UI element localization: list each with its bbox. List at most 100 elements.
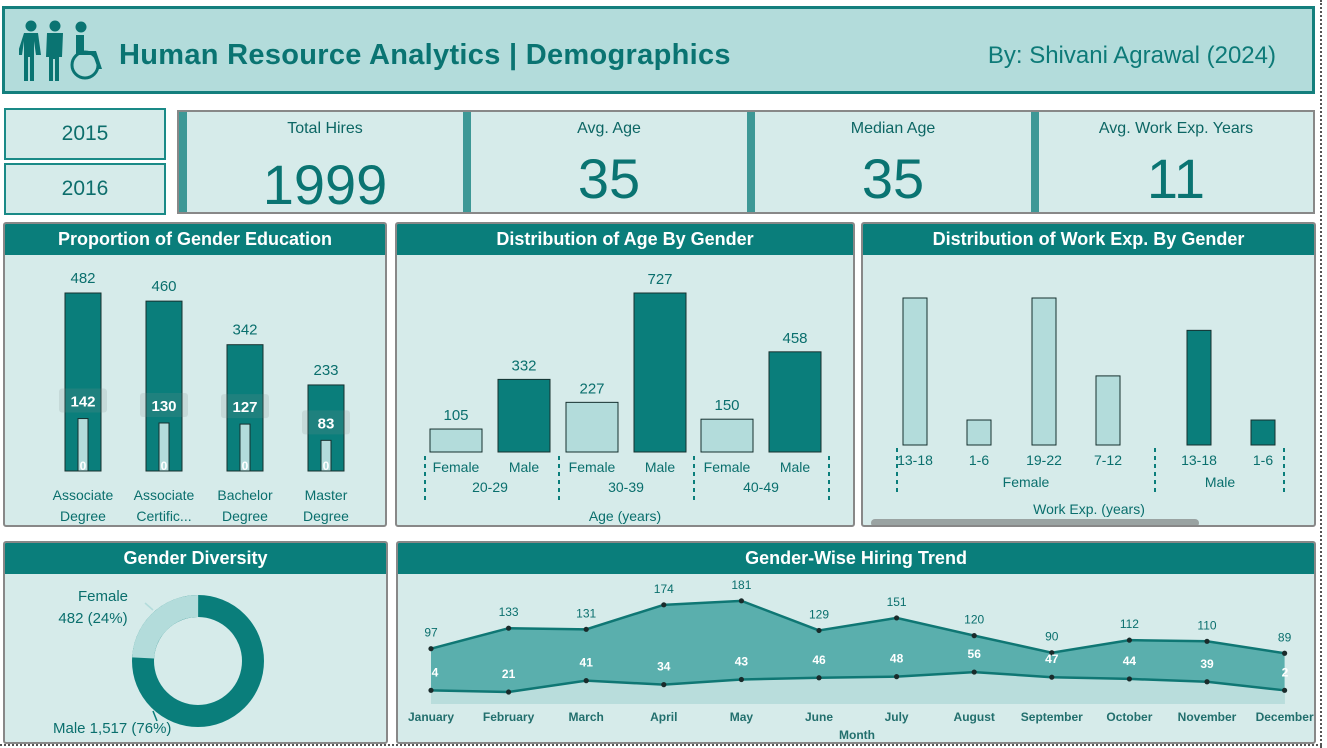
bar-male bbox=[497, 378, 551, 453]
bar-female bbox=[700, 418, 754, 453]
month-tick-label: June bbox=[805, 710, 833, 724]
hiring-trend-chart: 97 4 January 133 21 February 131 41 March 174 34 Ap… bbox=[408, 578, 1314, 742]
data-label: 21 bbox=[502, 667, 516, 681]
kpi-label: Median Age bbox=[850, 120, 936, 137]
chart-title: Distribution of Work Exp. By Gender bbox=[863, 224, 1314, 255]
point-series-1 bbox=[506, 625, 512, 631]
month-tick-label: December bbox=[1256, 710, 1314, 724]
header-banner: Human Resource Analytics | Demographics … bbox=[2, 6, 1315, 94]
point-series-2 bbox=[1282, 687, 1288, 693]
data-label: 127 bbox=[232, 399, 257, 416]
panel-gender-diversity: Gender Diversity Female 482 (24%) Male 1,5… bbox=[3, 541, 388, 744]
horizontal-scrollbar[interactable] bbox=[871, 519, 1199, 525]
leader-line bbox=[144, 602, 154, 611]
line-series-2 bbox=[430, 670, 1285, 694]
kpi-avg-age: Avg. Age 35 bbox=[463, 112, 747, 212]
month-tick-label: February bbox=[483, 710, 535, 724]
data-label: 227 bbox=[579, 380, 604, 397]
label-backdrop bbox=[140, 392, 188, 417]
age-chart: 105Female332Male20-29227Female727Male30-… bbox=[424, 271, 830, 524]
panel-age-distribution: Distribution of Age By Gender 105 Female 3… bbox=[395, 222, 855, 527]
point-series-2 bbox=[1049, 674, 1055, 680]
frame-bottom-edge bbox=[0, 744, 1322, 746]
bar-female bbox=[966, 419, 992, 446]
data-label: 97 bbox=[424, 626, 438, 640]
data-label: 151 bbox=[887, 595, 907, 609]
month-tick-label: November bbox=[1178, 710, 1237, 724]
exp-tick-label: 13-18 bbox=[1181, 452, 1217, 468]
x-axis-title: Work Exp. (years) bbox=[1033, 501, 1145, 517]
label-backdrop bbox=[221, 394, 269, 419]
data-label: 0 bbox=[80, 459, 87, 473]
month-tick-label: October bbox=[1106, 710, 1152, 724]
point-series-1 bbox=[1282, 650, 1288, 656]
data-label: 130 bbox=[151, 398, 176, 415]
bar-male bbox=[633, 292, 687, 453]
year-slicer-2015[interactable]: 2015 bbox=[4, 108, 166, 160]
slice-name-label: Female bbox=[78, 588, 128, 605]
data-label: 458 bbox=[782, 330, 807, 347]
data-label: 41 bbox=[580, 656, 594, 670]
month-tick-label: April bbox=[650, 710, 677, 724]
kpi-total-hires: Total Hires 1999 bbox=[179, 112, 463, 216]
panel-workexp-distribution: Distribution of Work Exp. By Gender 13-1… bbox=[861, 222, 1316, 527]
bar-segment bbox=[320, 439, 332, 472]
bar-male bbox=[1250, 419, 1276, 446]
month-tick-label: May bbox=[730, 710, 754, 724]
bar-segment bbox=[239, 423, 251, 472]
data-label: 46 bbox=[812, 653, 826, 667]
gender-donut-chart: Female 482 (24%) Male 1,517 (76%) bbox=[53, 588, 264, 737]
point-series-2 bbox=[428, 687, 434, 693]
year-slicer-2016[interactable]: 2016 bbox=[4, 163, 166, 215]
point-series-1 bbox=[661, 602, 667, 608]
gender-tick-label: Male bbox=[780, 459, 811, 475]
kpi-value: 1999 bbox=[262, 153, 388, 216]
data-label: 110 bbox=[1197, 618, 1216, 632]
category-label: Certific... bbox=[136, 508, 191, 524]
gender-tick-label: Male bbox=[509, 459, 540, 475]
slice-value-label: Male 1,517 (76%) bbox=[53, 720, 171, 737]
age-group-label: 40-49 bbox=[743, 479, 779, 495]
author-byline: By: Shivani Agrawal (2024) bbox=[987, 42, 1276, 69]
data-label: 0 bbox=[242, 459, 249, 473]
leader-line bbox=[152, 710, 158, 722]
data-label: 83 bbox=[318, 415, 335, 432]
gender-tick-label: Male bbox=[645, 459, 676, 475]
kpi-accent-bar bbox=[463, 112, 471, 212]
age-group-label: 20-29 bbox=[472, 479, 508, 495]
data-label: 332 bbox=[511, 357, 536, 374]
panel-hiring-trend: Gender-Wise Hiring Trend 97 4 January 133 21… bbox=[396, 541, 1316, 744]
people-accessibility-icon bbox=[19, 20, 102, 81]
category-label: Bachelor bbox=[217, 487, 273, 503]
data-label: 48 bbox=[890, 652, 904, 666]
point-series-1 bbox=[894, 615, 900, 621]
point-series-2 bbox=[738, 676, 744, 683]
data-label: 482 bbox=[70, 270, 95, 287]
point-series-1 bbox=[971, 633, 977, 639]
point-series-2 bbox=[1126, 676, 1132, 682]
exp-tick-label: 19-22 bbox=[1026, 452, 1062, 468]
data-label: 89 bbox=[1278, 630, 1292, 644]
exp-tick-label: 1-6 bbox=[969, 452, 989, 468]
data-label: 727 bbox=[647, 271, 672, 288]
kpi-avg-work-exp: Avg. Work Exp. Years 11 bbox=[1031, 112, 1313, 212]
chart-title: Gender Diversity bbox=[5, 543, 386, 574]
label-backdrop bbox=[59, 388, 107, 413]
exp-tick-label: 1-6 bbox=[1253, 452, 1273, 468]
bar-male bbox=[768, 351, 822, 453]
point-series-1 bbox=[738, 598, 744, 604]
data-label: 112 bbox=[1120, 617, 1139, 631]
data-label: 105 bbox=[443, 407, 468, 424]
kpi-accent-bar bbox=[1031, 112, 1039, 212]
data-label: 47 bbox=[1045, 652, 1059, 666]
gender-group-label: Male bbox=[1205, 474, 1236, 490]
label-backdrop bbox=[302, 410, 350, 435]
data-label: 233 bbox=[313, 362, 338, 379]
data-label: 2 bbox=[1282, 665, 1289, 679]
category-label: Associate bbox=[53, 487, 114, 503]
point-series-2 bbox=[506, 689, 512, 695]
point-series-1 bbox=[1126, 637, 1132, 643]
panel-gender-education: Proportion of Gender Education 482 142 0 As… bbox=[3, 222, 387, 527]
point-series-1 bbox=[1204, 638, 1210, 644]
category-label: Master bbox=[305, 487, 348, 503]
